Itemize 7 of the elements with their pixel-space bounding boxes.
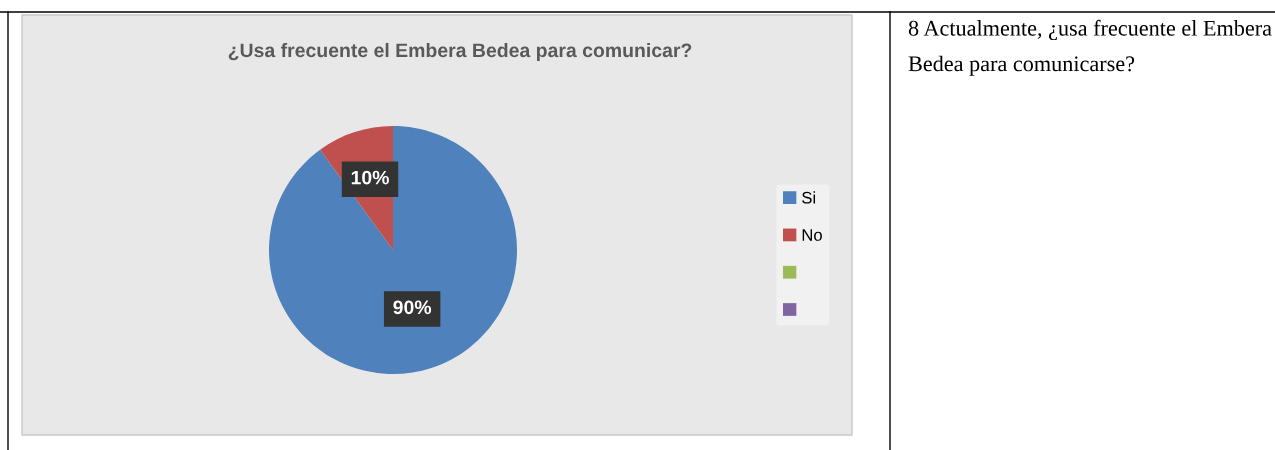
data-label: 90% (393, 300, 432, 315)
legend-label: No (802, 229, 822, 241)
data-label: 10% (351, 170, 389, 185)
text: 8 Actualmente, ¿usa frecuente el Embera Bedea para comunicarse? (908, 19, 1272, 76)
chart-title: ¿Usa frecuente el Embera Bedea para comunicar? (228, 42, 692, 62)
legend-label: Si (802, 191, 816, 204)
pie-slice (269, 126, 517, 374)
